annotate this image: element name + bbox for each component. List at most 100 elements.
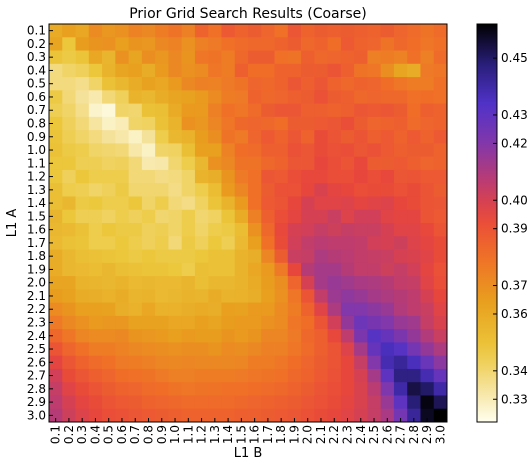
heatmap-cell [234,63,249,78]
heatmap-cell [62,103,76,118]
heatmap-cell [261,355,275,370]
heatmap-cell [181,156,196,171]
heatmap-cell [221,77,236,91]
heatmap-cell [314,77,328,91]
heatmap-cell [62,368,76,383]
heatmap-cell [128,276,143,290]
heatmap-cell [314,329,328,343]
heatmap-cell [115,236,129,250]
heatmap-cell [88,289,103,303]
heatmap-cell [102,77,116,91]
heatmap-cell [274,50,289,65]
heatmap-cell [155,169,169,184]
colorbar-ticks: 0.33 0.34 0.36 0.37 0.39 0.40 0.42 0.43 0.45 [493,51,528,406]
heatmap-cell [141,77,156,91]
heatmap-cell [168,395,183,410]
heatmap-cell [115,143,129,158]
heatmap-cell [433,116,448,131]
heatmap-cell [208,355,222,370]
heatmap-cell [287,262,302,277]
colorbar-tick-label: 0.42 [501,136,528,150]
heatmap-cell [340,249,355,264]
heatmap-cell [155,223,169,237]
heatmap-cell [367,103,382,118]
heatmap-cell [380,50,395,65]
heatmap-cell [102,302,116,317]
heatmap-cell [380,90,395,104]
heatmap-cell [354,262,368,277]
heatmap-cell [367,143,382,158]
heatmap-cell [354,236,368,250]
y-tick-label: 2.7 [27,369,46,383]
heatmap-cell [115,395,129,410]
heatmap-cell [75,183,90,197]
heatmap-cell [248,368,262,383]
y-tick-label: 1.8 [27,249,46,263]
heatmap-cell [234,209,249,224]
heatmap-cell [340,50,355,65]
heatmap-cell [115,169,129,184]
heatmap-cell [261,249,275,264]
y-tick-label: 3.0 [27,408,46,422]
heatmap-cell [274,90,289,104]
heatmap-cell [261,329,275,343]
heatmap-cell [115,196,129,211]
heatmap-cell [420,355,435,370]
heatmap-cell [75,24,90,38]
heatmap-cell [168,169,183,184]
heatmap-cell [327,262,342,277]
heatmap-cell [128,368,143,383]
heatmap-cell [420,130,435,144]
heatmap-cell [88,90,103,104]
heatmap-cell [128,90,143,104]
heatmap-cell [194,77,209,91]
heatmap-cell [248,315,262,330]
y-tick-label: 0.9 [27,130,46,144]
heatmap-cell [420,408,435,423]
heatmap-cell [301,355,315,370]
heatmap-cell [327,395,342,410]
heatmap-cell [155,315,169,330]
heatmap-cell [62,342,76,357]
heatmap-cell [380,315,395,330]
heatmap-cell [168,90,183,104]
heatmap-cell [221,103,236,118]
heatmap-cell [393,130,408,144]
heatmap-cell [314,209,328,224]
heatmap-cell [155,143,169,158]
heatmap-cell [168,24,183,38]
heatmap-cell [155,50,169,65]
heatmap-cell [75,249,90,264]
heatmap-cell [181,37,196,51]
heatmap-cell [155,368,169,383]
heatmap-cell [141,368,156,383]
chart-title: Prior Grid Search Results (Coarse) [129,6,367,22]
heatmap-cell [155,395,169,410]
heatmap-cell [340,24,355,38]
heatmap-cell [128,116,143,131]
heatmap-cell [367,156,382,171]
heatmap-cell [287,236,302,250]
heatmap-cell [75,37,90,51]
x-tick-label: 0.1 [49,425,63,444]
heatmap-cell [221,315,236,330]
heatmap-cell [194,342,209,357]
heatmap-cell [420,90,435,104]
heatmap-cell [248,262,262,277]
heatmap-cell [62,302,76,317]
heatmap-cell [393,116,408,131]
heatmap-cell [181,116,196,131]
heatmap-cell [234,156,249,171]
heatmap-cell [102,116,116,131]
heatmap-cell [314,63,328,78]
heatmap-cell [287,209,302,224]
heatmap-cell [433,196,448,211]
heatmap-cell [420,276,435,290]
heatmap-cell [181,209,196,224]
heatmap-cell [194,249,209,264]
heatmap-cell [141,302,156,317]
heatmap-cell [208,329,222,343]
heatmap-cell [393,37,408,51]
heatmap-cell [102,236,116,250]
heatmap-cell [234,262,249,277]
